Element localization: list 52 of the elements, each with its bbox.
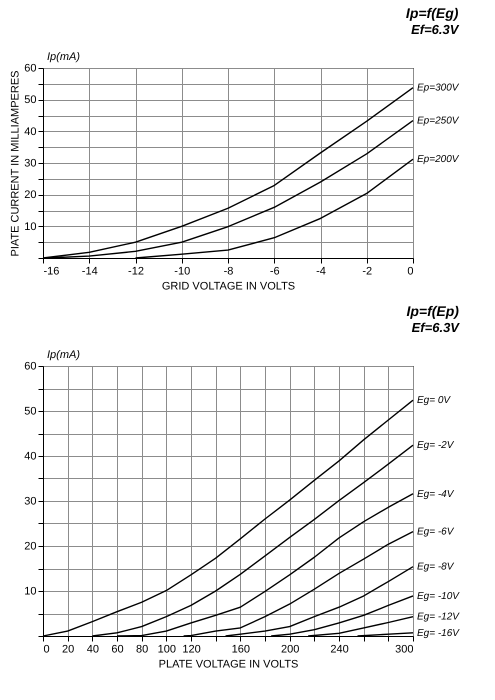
x-tick-label: 80 [136, 644, 148, 656]
chart-title: Ip=f(Eg) [406, 5, 459, 21]
y-tick-label: 30 [24, 496, 36, 508]
x-axis-title: GRID VOLTAGE IN VOLTS [162, 280, 296, 292]
x-tick-label: -8 [224, 266, 234, 278]
y-tick-label: 50 [24, 94, 36, 106]
x-tick-label: 120 [182, 644, 201, 656]
x-tick-label: -2 [362, 266, 372, 278]
x-tick-label: -12 [128, 266, 144, 278]
series-label: Eg= -8V [417, 562, 455, 573]
y-axis-title: PIATE CURRENT IN MILLIAMPERES [9, 70, 22, 257]
x-tick-label: 240 [330, 644, 349, 656]
x-tick-label: 0 [407, 266, 414, 278]
y-tick-label: 10 [24, 220, 36, 233]
x-tick-label: 100 [158, 644, 176, 656]
text: Ip(mA) [47, 349, 80, 361]
x-tick-label: -10 [174, 266, 190, 278]
series-label: Eg= -12V [417, 612, 460, 623]
x-tick-label: 0 [44, 644, 50, 656]
y-tick-label: 40 [24, 450, 36, 462]
series-label: Ep=250V [417, 116, 460, 127]
x-axis-title: PLATE VOLTAGE IN VOLTS [158, 658, 298, 670]
chart-title: Ip=f(Ep) [406, 303, 460, 319]
x-tick-label: 160 [232, 644, 250, 656]
y-tick-label: 40 [24, 126, 36, 138]
chart-subtitle: Ef=6.3V [412, 320, 460, 335]
y-tick-label: 60 [24, 360, 36, 372]
series-label: Eg= 0V [417, 395, 452, 406]
series-label: Eg= -2V [417, 440, 455, 452]
x-tick-label: -4 [316, 266, 326, 278]
y-tick-label: 30 [24, 158, 36, 170]
series-label: Eg= -6V [417, 526, 455, 538]
y-tick-label: 10 [24, 586, 36, 598]
series-label: Eg= -10V [417, 590, 460, 602]
text: Ip(mA) [47, 51, 80, 63]
chart-subtitle: Ef=6.3V [411, 22, 460, 37]
x-tick-label: 300 [395, 644, 414, 656]
x-tick-label: -14 [82, 266, 98, 278]
x-tick-label: 60 [111, 644, 124, 656]
x-tick-label: 20 [62, 644, 74, 656]
y-tick-label: 20 [24, 189, 36, 202]
y-tick-label: 60 [24, 62, 36, 74]
x-tick-label: 40 [86, 644, 99, 656]
x-tick-label: -16 [44, 266, 60, 278]
x-tick-label: -6 [270, 266, 280, 278]
series-label: Eg= -4V [417, 488, 455, 500]
series-label: Ep=300V [417, 82, 460, 94]
series-label: Ep=200V [417, 154, 460, 166]
y-tick-label: 20 [24, 540, 36, 552]
y-tick-label: 50 [24, 406, 36, 418]
series-label: Eg= -16V [417, 628, 460, 639]
x-tick-label: 200 [280, 644, 300, 656]
